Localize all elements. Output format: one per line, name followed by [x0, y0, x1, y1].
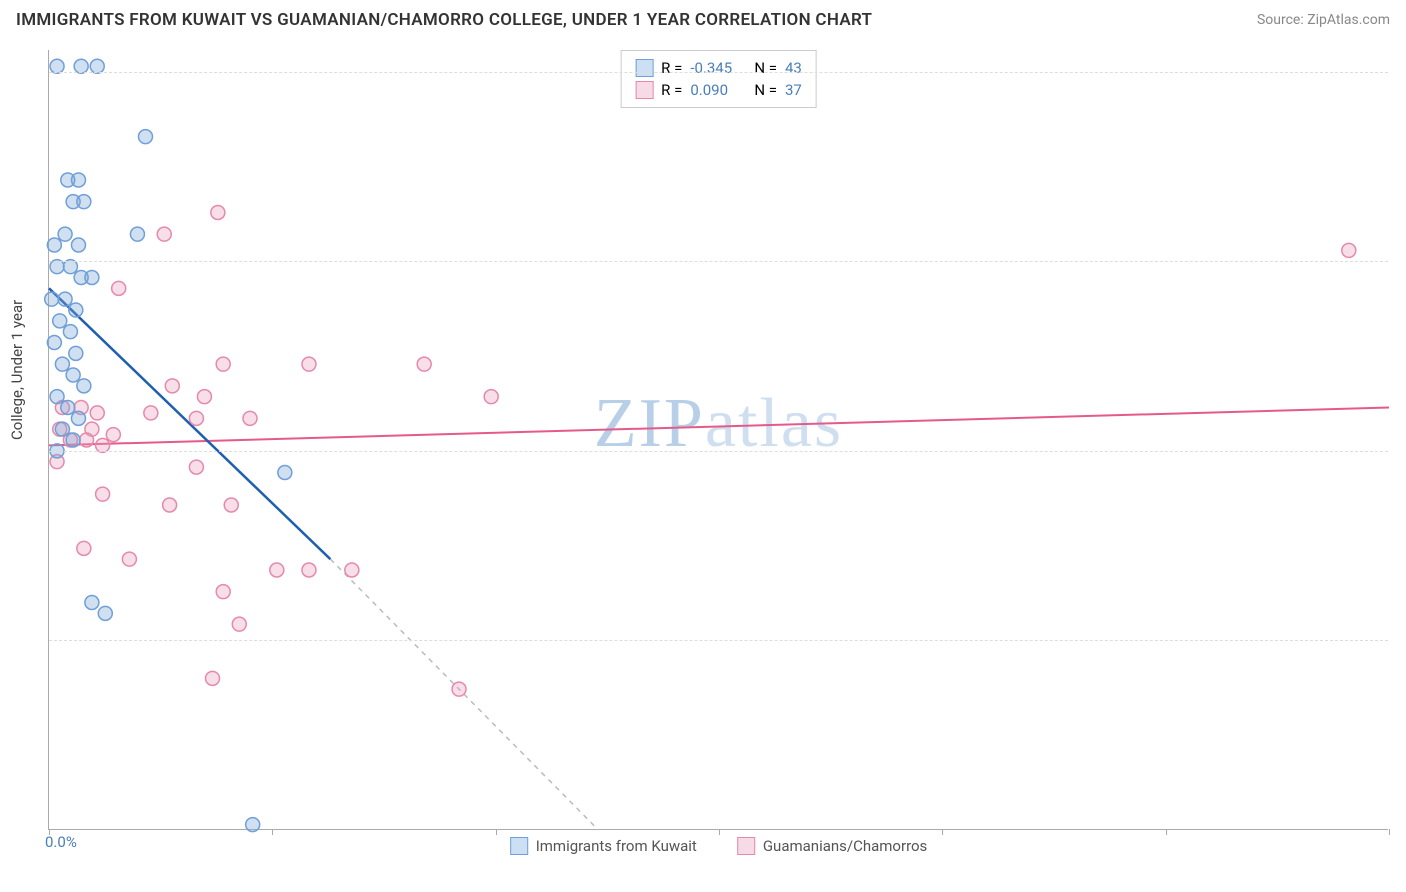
gridline: [49, 261, 1388, 262]
n-label: N =: [754, 57, 777, 79]
gridline: [49, 72, 1388, 73]
swatch-series1: [635, 59, 653, 77]
source-label: Source: ZipAtlas.com: [1257, 12, 1390, 28]
legend-label-1: Immigrants from Kuwait: [536, 837, 697, 855]
xtick: [1166, 829, 1167, 835]
xtick: [49, 829, 50, 835]
swatch-series2: [635, 81, 653, 99]
chart-title: IMMIGRANTS FROM KUWAIT VS GUAMANIAN/CHAM…: [16, 10, 872, 30]
swatch-bottom-1: [510, 837, 528, 855]
xtick: [942, 829, 943, 835]
n-label: N =: [754, 79, 777, 101]
correlation-legend: R = -0.345 N = 43 R = 0.090 N = 37: [620, 50, 817, 108]
r-label: R =: [661, 79, 682, 101]
legend-label-2: Guamanians/Chamorros: [763, 837, 927, 855]
legend-item-1: Immigrants from Kuwait: [510, 837, 697, 855]
legend-row-series1: R = -0.345 N = 43: [635, 57, 802, 79]
xtick: [272, 829, 273, 835]
n-value-2: 37: [785, 79, 802, 101]
xtick: [496, 829, 497, 835]
gridline: [49, 451, 1388, 452]
r-value-2: 0.090: [690, 79, 746, 101]
x-min-label: 0.0%: [45, 833, 77, 851]
r-value-1: -0.345: [690, 57, 746, 79]
xtick: [1389, 829, 1390, 835]
scatter-svg: [49, 50, 1388, 829]
n-value-1: 43: [785, 57, 802, 79]
series-legend: Immigrants from Kuwait Guamanians/Chamor…: [510, 837, 928, 855]
y-axis-label: College, Under 1 year: [8, 300, 26, 440]
swatch-bottom-2: [737, 837, 755, 855]
legend-row-series2: R = 0.090 N = 37: [635, 79, 802, 101]
xtick: [719, 829, 720, 835]
chart-plot-area: ZIPatlas R = -0.345 N = 43 R = 0.090 N =…: [48, 50, 1388, 830]
r-label: R =: [661, 57, 682, 79]
gridline: [49, 640, 1388, 641]
legend-item-2: Guamanians/Chamorros: [737, 837, 927, 855]
